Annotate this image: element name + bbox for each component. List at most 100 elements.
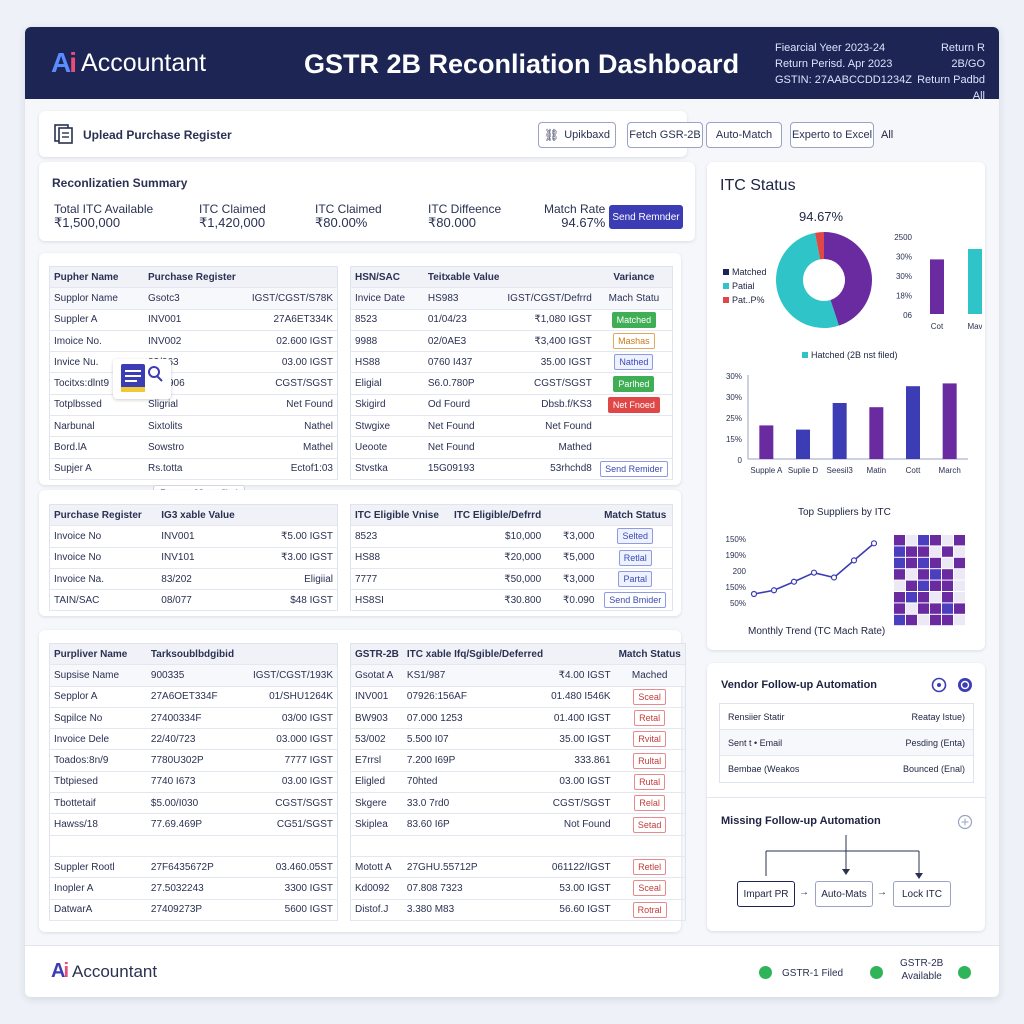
heat-cell bbox=[954, 557, 965, 569]
app-logo[interactable]: Ai Accountant bbox=[51, 47, 206, 79]
table-row[interactable]: 8523 01/04/23 ₹1,080 IGST Matched bbox=[350, 309, 673, 331]
table-row[interactable]: Skiplea 83.60 I6P Not Found Setad bbox=[350, 813, 686, 836]
table-row[interactable] bbox=[350, 835, 686, 857]
table-row[interactable]: Toados:8n/9 7780U302P 7777 IGST bbox=[49, 749, 338, 772]
table-row[interactable]: INV001 07926:156AF 01.480 I546K Sceal bbox=[350, 686, 686, 708]
add-icon[interactable] bbox=[957, 814, 973, 830]
table-cell: Purpliver Name bbox=[49, 643, 147, 666]
table-row[interactable]: DatwarA 27409273P 5600 IGST bbox=[49, 899, 338, 921]
table-row[interactable]: Tbtpiesed 7740 I673 03.00 IGST bbox=[49, 771, 338, 794]
table-cell: Motott A bbox=[350, 856, 403, 879]
status-badge[interactable]: Send Bmider bbox=[604, 592, 667, 609]
status-badge[interactable]: Retlal bbox=[618, 549, 652, 566]
status-badge[interactable]: Rultal bbox=[633, 752, 667, 769]
table-row[interactable]: Narbunal Sixtolits Nathel bbox=[49, 415, 338, 438]
table-row[interactable]: Invoice No INV101 ₹3.00 IGST bbox=[49, 547, 338, 569]
table-row[interactable]: 8523 $10,000 ₹3,000 Selted bbox=[350, 525, 673, 548]
table-row[interactable]: Suppler Rootl 27F6435672P 03.460.05ST bbox=[49, 856, 338, 879]
table-row[interactable]: Invoice Na. 83/202 Eligiial bbox=[49, 568, 338, 591]
return-period[interactable]: Return Perisd. Apr 2023 bbox=[775, 58, 893, 70]
table-row[interactable]: Skigird Od Fourd Dbsb.f/KS3 Net Fnoed bbox=[350, 394, 673, 417]
status-badge[interactable]: Rvital bbox=[633, 731, 666, 748]
status-badge[interactable]: Net Fnoed bbox=[607, 396, 660, 413]
table-cell: INV001 bbox=[157, 525, 244, 548]
table-row[interactable]: Skgere 33.0 7rd0 CGST/SGST Relal bbox=[350, 792, 686, 815]
table-row[interactable]: Invice Nu.83/06303.00 IGST bbox=[49, 351, 338, 374]
table-row[interactable]: 53/002 5.500 I07 35.00 IGST Rvital bbox=[350, 728, 686, 751]
status-badge[interactable]: Send Remider bbox=[600, 460, 668, 477]
table-row[interactable]: Eligial S6.0.780P CGST/SGST Parlhed bbox=[350, 372, 673, 395]
vendor-row[interactable]: Sent t • Email Pesding (Enta) bbox=[720, 730, 973, 756]
table-row[interactable]: Ueoote Net Found Mathed bbox=[350, 436, 673, 459]
table-cell: HS8SI bbox=[350, 589, 450, 612]
table-row[interactable]: Invoice No INV001 ₹5.00 IGST bbox=[49, 525, 338, 548]
chat-icon[interactable] bbox=[931, 677, 947, 693]
all-toolbar-filter[interactable]: All bbox=[881, 129, 894, 141]
status-badge[interactable]: Selted bbox=[617, 528, 653, 545]
summary-value: ₹1,420,000 bbox=[199, 215, 266, 230]
table-row[interactable]: Bord.lA Sowstro Mathel bbox=[49, 436, 338, 459]
vendor-row[interactable]: Rensiier Statir Reatay Istue) bbox=[720, 704, 973, 730]
status-badge[interactable]: Retal bbox=[634, 710, 666, 727]
status-badge[interactable]: Sceal bbox=[633, 880, 666, 897]
table-row[interactable]: Distof.J 3.380 M83 56.60 IGST Rotral bbox=[350, 899, 686, 921]
flow-lock-itc[interactable]: Lock ITC bbox=[893, 881, 951, 907]
table-row[interactable]: Tbottetaif $5.00/I030 CGST/SGST bbox=[49, 792, 338, 815]
table-row[interactable]: Stwgixe Net Found Net Found bbox=[350, 415, 673, 438]
status-badge[interactable]: Rotral bbox=[632, 901, 667, 918]
table-row[interactable]: 7777 ₹50,000 ₹3,000 Partal bbox=[350, 568, 673, 591]
table-row[interactable]: 9988 02/0AE3 ₹3,400 IGST Mashas bbox=[350, 330, 673, 353]
table-row[interactable]: HS88 0760 I437 35.00 IGST Nathed bbox=[350, 351, 673, 374]
supplier-bar-chart: 30% 30% 25% 15% 0 Supple A Suplie D Seesil3 Mati… bbox=[726, 372, 968, 475]
table-row[interactable]: Stvstka 15G09193 53rhchd8 Send Remider bbox=[350, 458, 673, 480]
search-doc-icon bbox=[121, 364, 163, 392]
table-row[interactable]: E7rrsl 7.200 I69P 333.861 Rultal bbox=[350, 749, 686, 772]
status-badge[interactable]: Sceal bbox=[633, 688, 666, 705]
vendor-row[interactable]: Bembae (Weakos Bounced (Enal) bbox=[720, 756, 973, 782]
table-cell: 8523 bbox=[350, 525, 450, 548]
heat-cell bbox=[918, 614, 929, 626]
table-row[interactable]: Sepplor A 27A6OET334F 01/SHU1264K bbox=[49, 686, 338, 708]
table-row[interactable]: HS8SI ₹30.800 ₹0.090 Send Bmider bbox=[350, 589, 673, 612]
flow-import-pr[interactable]: Impart PR bbox=[737, 881, 795, 907]
table-row[interactable] bbox=[49, 835, 338, 857]
table-row[interactable]: Motott A 27GHU.55712P 061122/IGST Retlel bbox=[350, 856, 686, 879]
status-badge[interactable]: Partal bbox=[618, 571, 652, 588]
status-badge[interactable]: Retlel bbox=[633, 859, 667, 876]
table-row[interactable]: Imoice No. INV002 02.600 IGST bbox=[49, 330, 338, 353]
status-badge[interactable]: Mashas bbox=[613, 333, 655, 350]
table-row[interactable]: Hawss/18 77.69.469P CG51/SGST bbox=[49, 813, 338, 836]
table-row[interactable]: Eligled 70hted 03.00 IGST Rutal bbox=[350, 771, 686, 794]
status-badge[interactable]: Nathed bbox=[614, 354, 654, 371]
heat-cell bbox=[906, 592, 917, 603]
table-row[interactable]: Totplbssed Sligrial Net Found bbox=[49, 394, 338, 417]
table-row[interactable]: Inopler A 27.5032243 3300 IGST bbox=[49, 877, 338, 900]
auto-match-button[interactable]: Auto-Match bbox=[706, 122, 782, 148]
table-row[interactable]: TAIN/SAC 08/077 $48 IGST bbox=[49, 589, 338, 612]
heat-cell bbox=[930, 614, 941, 626]
status-badge[interactable]: Relal bbox=[634, 795, 665, 812]
table-row[interactable]: HS88 ₹20,000 ₹5,000 Retlal bbox=[350, 547, 673, 569]
trend-caption: Monthly Trend (TC Mach Rate) bbox=[748, 626, 886, 637]
fetch-gstr2b-button[interactable]: Fetch GSR-2B bbox=[627, 122, 703, 148]
export-excel-button[interactable]: Experto to Excel bbox=[790, 122, 874, 148]
vendor-row-status: Reatay Istue) bbox=[911, 711, 965, 722]
table-row[interactable]: BW903 07.000 1253 01.400 IGST Retal bbox=[350, 707, 686, 730]
table-row[interactable]: Supjer A Rs.totta Ectof1:03 bbox=[49, 458, 338, 480]
upload-button[interactable]: ⛓ Upikbaxd bbox=[538, 122, 616, 148]
send-reminder-button[interactable]: Send Remnder bbox=[609, 205, 683, 229]
table-row[interactable]: Kd0092 07.808 7323 53.00 IGST Sceal bbox=[350, 877, 686, 900]
table-row[interactable]: Suppler A INV001 27A6ET334K bbox=[49, 309, 338, 331]
table-row[interactable]: Invoice Dele 22/40/723 03.000 IGST bbox=[49, 728, 338, 751]
bar-legend-label: Hatched (2B nst filed) bbox=[811, 350, 898, 360]
status-badge[interactable]: Parlhed bbox=[613, 375, 655, 392]
whatsapp-icon[interactable] bbox=[957, 677, 973, 693]
table-row[interactable]: Sqpilce No 27400334F 03/00 IGST bbox=[49, 707, 338, 730]
flow-auto-match[interactable]: Auto-Mats bbox=[815, 881, 873, 907]
register-search-badge[interactable] bbox=[113, 359, 171, 399]
status-badge[interactable]: Matched bbox=[611, 311, 657, 328]
status-badge[interactable]: Rutal bbox=[634, 773, 666, 790]
all-filter[interactable]: All bbox=[972, 90, 985, 102]
status-badge[interactable]: Setad bbox=[632, 816, 667, 833]
table-row[interactable]: Tocitxs:dlnt9Elu1906CGST/SGST bbox=[49, 372, 338, 395]
